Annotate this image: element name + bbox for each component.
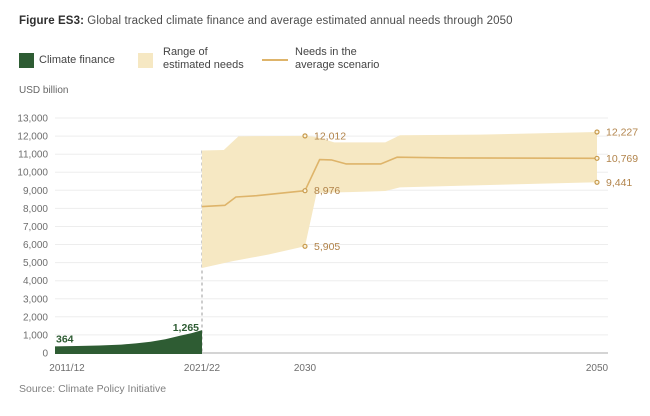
x-tick-label: 2050 — [586, 363, 609, 374]
climate-finance-area — [55, 330, 202, 354]
x-tick-label: 2021/22 — [184, 363, 221, 374]
value-label: 5,905 — [314, 241, 340, 253]
y-axis-unit-label: USD billion — [19, 85, 69, 96]
x-tick-label: 2030 — [294, 363, 317, 374]
figure-title: Figure ES3: Global tracked climate finan… — [19, 15, 513, 27]
value-dot — [302, 133, 308, 139]
value-label: 10,769 — [606, 153, 638, 165]
y-tick-label: 3,000 — [23, 294, 48, 305]
y-tick-label: 10,000 — [17, 168, 48, 179]
value-dot — [302, 188, 308, 194]
y-tick-label: 11,000 — [18, 150, 48, 161]
value-label: 9,441 — [606, 177, 632, 189]
x-tick-label: 2011/12 — [49, 363, 85, 374]
climate-finance-swatch-icon — [19, 53, 34, 68]
legend-label-range-of-needs: Range of estimated needs — [163, 46, 244, 71]
legend-label-needs-average: Needs in the average scenario — [295, 46, 380, 71]
value-label: 12,012 — [314, 130, 346, 142]
y-tick-label: 2,000 — [23, 312, 48, 323]
y-tick-label: 13,000 — [17, 114, 48, 125]
y-tick-label: 6,000 — [23, 240, 48, 251]
y-tick-label: 12,000 — [17, 132, 48, 143]
value-dot — [594, 179, 600, 185]
y-tick-label: 5,000 — [23, 258, 48, 269]
figure-title-prefix: Figure ES3: — [19, 15, 85, 27]
needs-line-swatch-icon — [262, 59, 288, 61]
value-dot — [302, 243, 308, 249]
needs-range-band — [202, 132, 597, 268]
y-tick-label: 7,000 — [23, 222, 48, 233]
y-tick-label: 0 — [42, 349, 48, 360]
y-tick-label: 4,000 — [23, 276, 48, 287]
climate-finance-value-label: 1,265 — [173, 322, 199, 334]
value-dot — [594, 155, 600, 161]
range-of-needs-swatch-icon — [138, 53, 153, 68]
legend-label-climate-finance: Climate finance — [39, 54, 115, 66]
value-label: 12,227 — [606, 127, 638, 139]
y-tick-label: 9,000 — [23, 186, 48, 197]
figure-title-text: Global tracked climate finance and avera… — [84, 15, 513, 27]
value-label: 8,976 — [314, 185, 340, 197]
source-note: Source: Climate Policy Initiative — [19, 383, 167, 395]
needs-average-line — [201, 156, 598, 208]
climate-finance-value-label: 364 — [56, 333, 74, 345]
value-dot — [594, 129, 600, 135]
y-tick-label: 8,000 — [23, 204, 48, 215]
y-tick-label: 1,000 — [23, 330, 48, 341]
